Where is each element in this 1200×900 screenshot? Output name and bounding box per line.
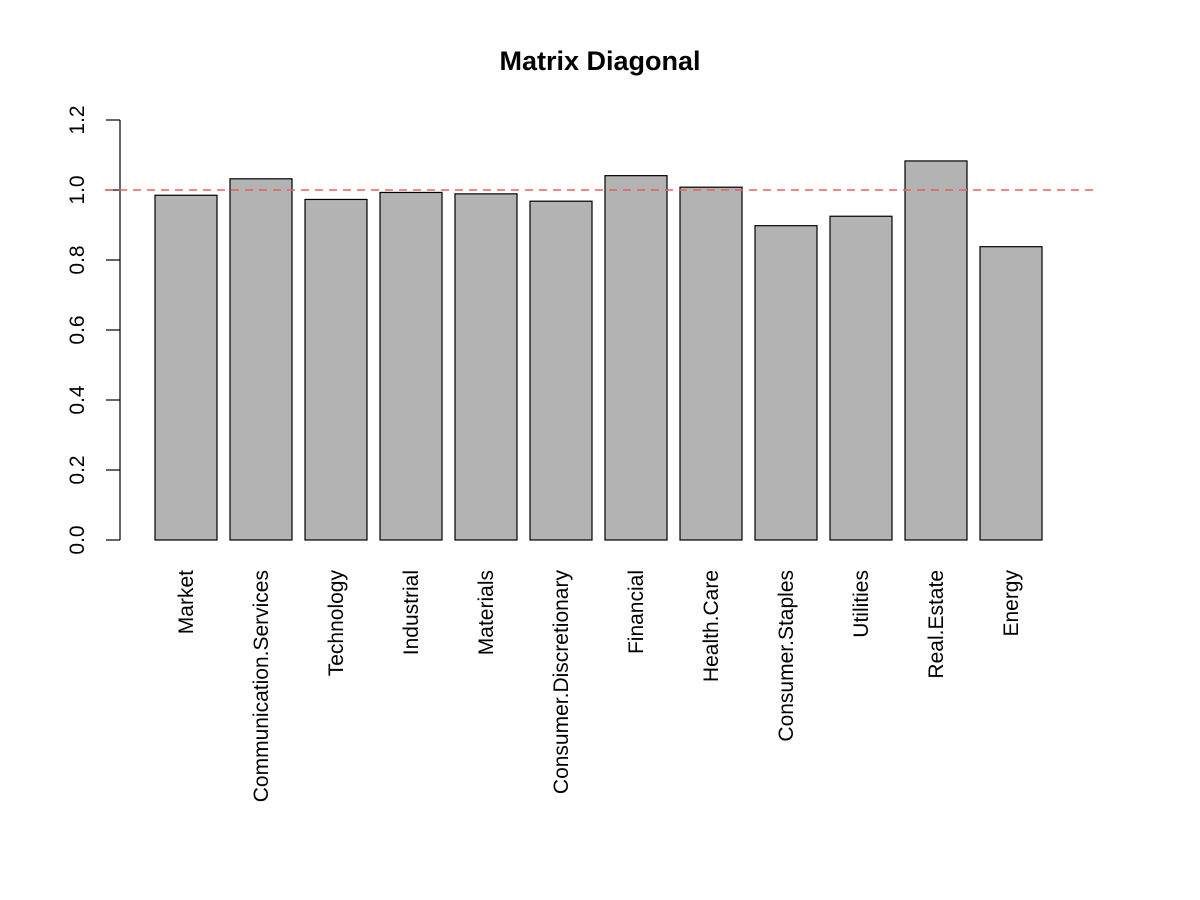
x-axis-labels: Market Communication.Services Technology In… (175, 570, 1023, 803)
bar (154, 194, 218, 541)
x-tick-label: Communication.Services (250, 570, 273, 802)
y-tick-label: 1.0 (66, 175, 89, 204)
bar (379, 191, 443, 541)
y-tick-label: 1.2 (66, 105, 89, 134)
x-tick-label: Health.Care (700, 570, 723, 682)
x-tick-label: Consumer.Discretionary (550, 570, 573, 795)
x-tick-label: Industrial (400, 570, 423, 655)
bar (529, 200, 593, 541)
bar (229, 178, 293, 541)
bar (979, 246, 1043, 541)
x-tick-label: Real.Estate (925, 570, 948, 679)
y-tick-label: 0.4 (66, 385, 89, 415)
bar (304, 198, 368, 541)
x-tick-label: Consumer.Staples (775, 570, 798, 742)
x-tick-label: Materials (475, 570, 498, 655)
x-tick-label: Energy (1000, 570, 1023, 637)
bar (829, 215, 893, 541)
bar (604, 175, 668, 541)
bar (904, 160, 968, 541)
bar (679, 186, 743, 541)
y-tick-label: 0.2 (66, 455, 89, 484)
x-tick-label: Market (175, 570, 198, 634)
bars (154, 160, 1043, 541)
x-tick-label: Utilities (850, 570, 873, 638)
bar (454, 193, 518, 541)
x-tick-label: Technology (325, 570, 348, 677)
y-axis: 0.0 0.2 0.4 0.6 0.8 1.0 1.2 (66, 105, 121, 555)
bar (754, 225, 818, 541)
chart-title: Matrix Diagonal (499, 46, 700, 76)
y-tick-label: 0.8 (66, 245, 89, 274)
y-tick-label: 0.0 (66, 525, 89, 554)
y-tick-label: 0.6 (66, 315, 89, 344)
x-tick-label: Financial (625, 570, 648, 654)
